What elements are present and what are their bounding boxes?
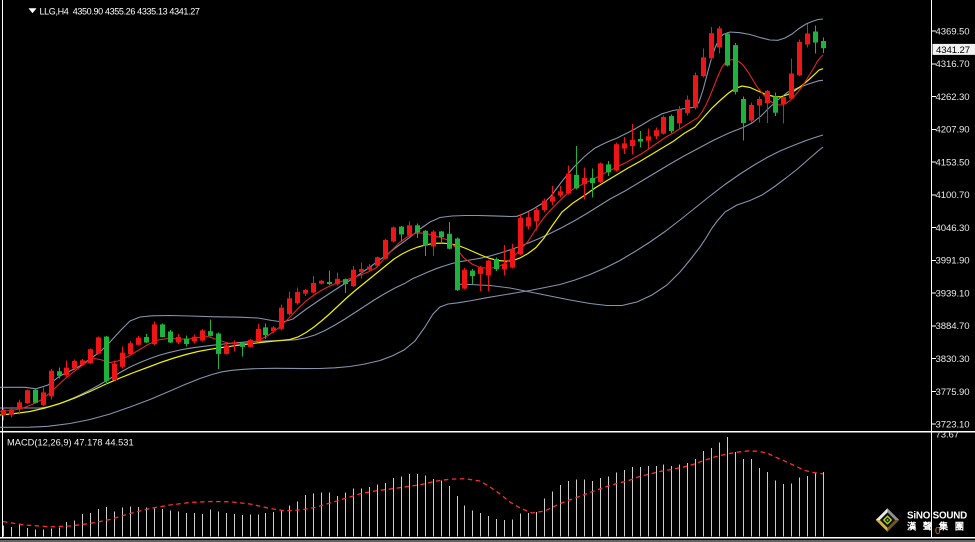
svg-text:4369.50: 4369.50 — [936, 26, 970, 37]
svg-text:LLG,H4 4350.90 4355.26 4335.1: LLG,H4 4350.90 4355.26 4335.13 4341.27 — [40, 6, 200, 16]
svg-text:漢聲集團: 漢聲集團 — [907, 521, 971, 532]
svg-text:4046.30: 4046.30 — [936, 223, 970, 234]
svg-text:4153.50: 4153.50 — [936, 157, 970, 168]
svg-text:3884.70: 3884.70 — [936, 321, 970, 332]
svg-text:3723.10: 3723.10 — [936, 420, 970, 431]
svg-text:3830.30: 3830.30 — [936, 354, 970, 365]
svg-text:3939.10: 3939.10 — [936, 289, 970, 300]
svg-text:0: 0 — [935, 526, 941, 537]
svg-text:SiNO SOUND: SiNO SOUND — [907, 511, 967, 522]
svg-text:73.67: 73.67 — [936, 429, 960, 440]
svg-text:4341.27: 4341.27 — [936, 45, 970, 56]
svg-text:4262.30: 4262.30 — [936, 92, 970, 103]
svg-text:4316.70: 4316.70 — [936, 59, 970, 70]
svg-text:3775.90: 3775.90 — [936, 387, 970, 398]
svg-text:MACD(12,26,9) 47.178 44.531: MACD(12,26,9) 47.178 44.531 — [7, 438, 134, 448]
svg-text:3991.90: 3991.90 — [936, 256, 970, 267]
svg-text:4207.90: 4207.90 — [936, 125, 970, 136]
svg-text:4100.70: 4100.70 — [936, 190, 970, 201]
